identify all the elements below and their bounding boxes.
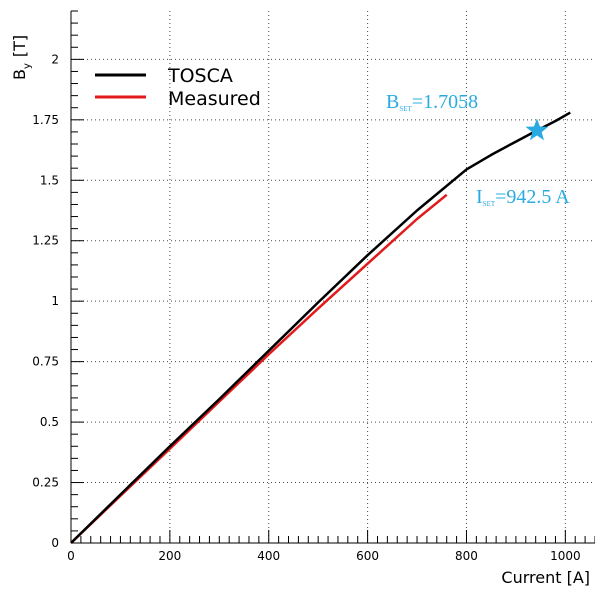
x-tick-label: 0 [67,549,75,563]
annotation-bset: BSET=1.7058 [386,91,478,113]
y-axis-label-sub: y [22,63,33,69]
legend-label-measured: Measured [168,88,261,110]
legend: TOSCA Measured [95,65,261,110]
svg-text:By[T]: By[T] [10,35,33,80]
y-axis-label: By[T] [10,35,33,80]
set-point-star-marker [525,118,549,141]
axes [70,11,595,544]
x-tick-label: 400 [257,549,280,563]
y-tick-label: 0.25 [32,476,59,490]
x-tick-label: 200 [158,549,181,563]
y-tick-label: 0.75 [32,355,59,369]
grid [71,11,595,543]
y-tick-label: 1 [51,294,59,308]
ticks: 0 200 400 600 800 1000 0 0.25 0.5 0.75 1 1.25 1.5 1.7… [32,10,595,563]
x-tick-label: 800 [455,549,478,563]
annotation-iset: ISET=942.5 A [476,186,570,208]
y-tick-label: 1.5 [40,173,59,187]
x-tick-label: 600 [356,549,379,563]
y-tick-label: 1.25 [32,234,59,248]
y-tick-label: 0.5 [40,415,59,429]
x-tick-label: 1000 [550,549,581,563]
legend-label-tosca: TOSCA [167,65,233,87]
y-axis-label-unit: [T] [10,35,29,57]
y-tick-label: 2 [51,52,59,66]
x-axis-label: Current [A] [501,568,590,587]
y-tick-label: 1.75 [32,113,59,127]
y-tick-label: 0 [51,536,59,550]
series-line-measured [70,193,448,544]
series-line-tosca [70,111,571,544]
series-layer [70,111,571,544]
